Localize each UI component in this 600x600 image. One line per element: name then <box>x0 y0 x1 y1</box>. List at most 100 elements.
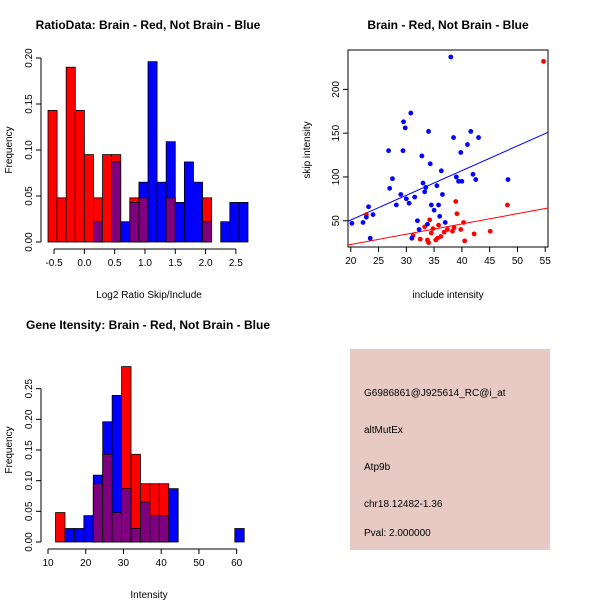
ratio-histogram-x-tick-label: 2.0 <box>199 258 213 269</box>
intensity-histogram-bar-not-brain <box>168 488 179 543</box>
ratio-histogram-axes: -0.5 0.0 0.5 1.0 1.5 2.0 2.5 0.00 0.05 0.10 0.15 0.… <box>24 48 243 269</box>
intensity-histogram-bar-overlap <box>130 528 141 543</box>
ratio-histogram-bar-not-brain <box>147 61 158 243</box>
info-event-type: altMutEx <box>364 425 403 436</box>
intensity-histogram-x-tick-label: 60 <box>231 558 243 569</box>
intensity-histogram-bar-not-brain <box>74 528 85 543</box>
ratio-histogram-y-tick-label: 0.15 <box>24 94 35 114</box>
intensity-histogram-y-tick-label: 0.20 <box>24 409 35 429</box>
scatter-y-tick-label: 200 <box>331 81 342 98</box>
scatter-x-tick-label: 55 <box>540 256 552 267</box>
scatter-point-not-brain <box>470 171 476 177</box>
intensity-histogram-bar-not-brain <box>234 528 245 543</box>
intensity-histogram-x-tick-label: 20 <box>80 558 92 569</box>
scatter-point-not-brain <box>468 129 474 134</box>
ratio-histogram-y-tick-label: 0.10 <box>24 140 35 160</box>
scatter-ylabel: skip intensity <box>302 121 313 178</box>
scatter-point-not-brain <box>419 153 425 159</box>
ratio-histogram-y-tick-label: 0.00 <box>24 232 35 252</box>
ratio-histogram-x-tick-label: 1.0 <box>138 258 152 269</box>
scatter-point-not-brain <box>428 202 434 208</box>
scatter-point-brain <box>428 230 434 236</box>
ratio-histogram-bar-not-brain <box>193 181 203 243</box>
ratio-histogram-x-tick-label: 2.5 <box>229 258 243 269</box>
intensity-histogram-bar-overlap <box>102 453 113 543</box>
scatter-point-not-brain <box>400 148 406 154</box>
ratio-histogram-bar-not-brain <box>174 202 185 243</box>
scatter-point-not-brain <box>437 213 443 219</box>
scatter-axes: 20 25 30 35 40 45 50 55 50 100 150 200 <box>331 81 551 267</box>
scatter-point-brain <box>487 228 493 234</box>
intensity-histogram-bar-overlap <box>149 515 160 543</box>
ratio-histogram-bar-not-brain <box>220 221 231 243</box>
scatter-point-brain <box>458 227 464 232</box>
intensity-histogram-x-tick-label: 50 <box>193 558 205 569</box>
intensity-histogram-y-tick-label: 0.10 <box>24 470 35 490</box>
info-location: chr18.12482-1.36 <box>364 499 443 510</box>
ratio-histogram-bar-overlap <box>93 221 103 243</box>
scatter-xlabel: include intensity <box>412 290 483 301</box>
scatter-point-not-brain <box>420 180 426 186</box>
scatter-point-not-brain <box>459 178 465 184</box>
scatter-point-not-brain <box>425 221 430 227</box>
scatter-x-tick-label: 35 <box>429 256 441 267</box>
scatter-point-brain <box>417 236 423 242</box>
ratio-histogram-bar-overlap <box>202 221 213 243</box>
ratio-histogram-bar-overlap <box>165 197 176 243</box>
scatter-x-tick-label: 30 <box>401 256 413 267</box>
scatter-panel: Brain - Red, Not Brain - Blue 20 25 30 35 40… <box>302 18 551 301</box>
intensity-histogram-x-tick-label: 40 <box>156 558 168 569</box>
scatter-point-not-brain <box>403 196 409 202</box>
ratio-histogram-x-tick-label: 0.0 <box>77 258 91 269</box>
intensity-histogram-bars <box>55 366 245 543</box>
scatter-x-tick-label: 20 <box>345 256 357 267</box>
scatter-x-tick-label: 25 <box>373 256 385 267</box>
scatter-x-tick-label: 45 <box>484 256 496 267</box>
ratio-histogram-x-tick-label: 1.5 <box>168 258 182 269</box>
ratio-histogram-title: RatioData: Brain - Red, Not Brain - Blue <box>36 18 261 32</box>
scatter-point-not-brain <box>366 204 371 210</box>
scatter-point-not-brain <box>427 161 433 167</box>
intensity-histogram-y-tick-label: 0.00 <box>24 532 35 552</box>
ratio-histogram-bar-overlap <box>111 161 122 243</box>
scatter-point-brain <box>430 226 436 232</box>
scatter-point-not-brain <box>505 177 511 182</box>
scatter-point-not-brain <box>360 220 366 225</box>
ratio-histogram-bar-not-brain <box>229 202 240 243</box>
intensity-histogram-bar-brain <box>55 512 66 543</box>
scatter-point-not-brain <box>448 54 454 60</box>
scatter-point-brain <box>461 220 466 225</box>
not-brain-fit-line <box>347 131 549 222</box>
intensity-histogram-x-tick-label: 10 <box>42 558 54 569</box>
intensity-histogram-x-tick-label: 30 <box>118 558 130 569</box>
info-gene-name: Atp9b <box>364 462 391 473</box>
scatter-point-not-brain <box>438 168 444 174</box>
ratio-histogram-bar-not-brain <box>120 221 131 243</box>
intensity-histogram-bar-overlap <box>140 501 151 543</box>
ratio-histogram-bar-overlap <box>129 202 140 243</box>
scatter-point-not-brain <box>412 194 418 200</box>
scatter-point-not-brain <box>386 148 391 154</box>
scatter-point-not-brain <box>442 220 448 225</box>
ratio-histogram-x-tick-label: 0.5 <box>108 258 122 269</box>
ratio-histogram-bar-brain <box>102 154 113 243</box>
scatter-point-not-brain <box>387 185 393 191</box>
scatter-x-tick-label: 50 <box>512 256 524 267</box>
scatter-point-brain <box>454 211 460 217</box>
intensity-histogram-bar-overlap <box>111 512 122 543</box>
intensity-histogram-y-tick-label: 0.05 <box>24 501 35 521</box>
scatter-y-tick-label: 50 <box>331 215 342 227</box>
scatter-point-not-brain <box>434 183 440 189</box>
scatter-point-not-brain <box>402 125 408 131</box>
scatter-title: Brain - Red, Not Brain - Blue <box>367 18 529 32</box>
scatter-point-brain <box>441 229 447 235</box>
intensity-histogram-ylabel: Frequency <box>4 426 15 473</box>
scatter-point-not-brain <box>426 129 431 134</box>
scatter-point-not-brain <box>453 174 459 180</box>
intensity-histogram-bar-overlap <box>158 515 170 543</box>
ratio-histogram-x-tick-label: -0.5 <box>45 258 63 269</box>
scatter-point-brain <box>425 237 430 243</box>
intensity-histogram-title: Gene Itensity: Brain - Red, Not Brain - … <box>26 318 270 332</box>
ratio-histogram-ylabel: Frequency <box>4 126 15 173</box>
